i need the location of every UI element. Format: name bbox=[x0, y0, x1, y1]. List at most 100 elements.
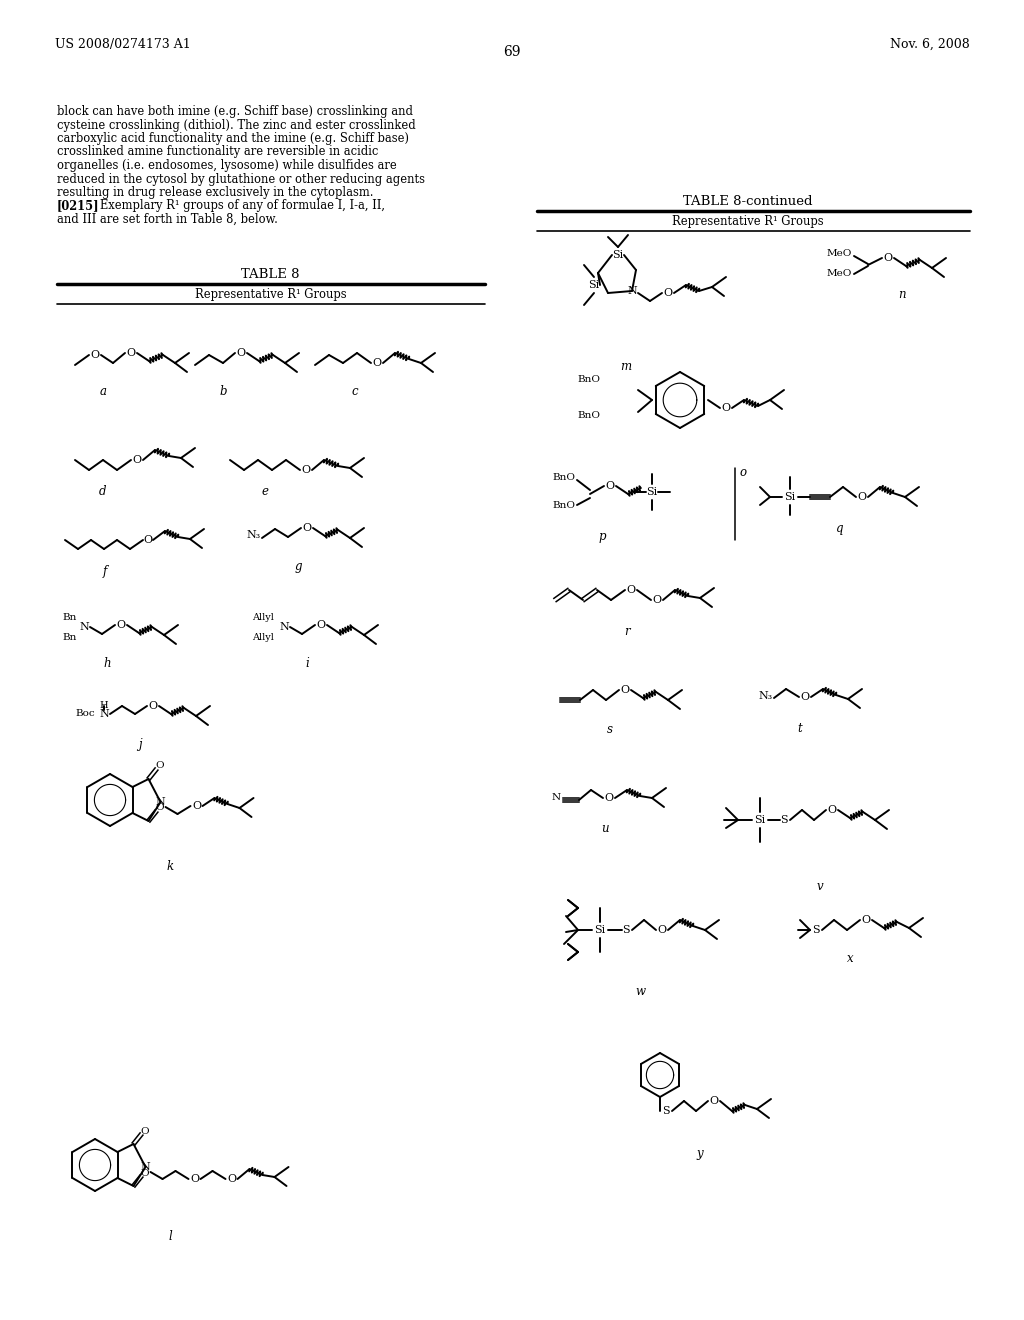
Text: TABLE 8-continued: TABLE 8-continued bbox=[683, 195, 813, 209]
Text: Si: Si bbox=[784, 492, 796, 502]
Text: O: O bbox=[861, 915, 870, 925]
Text: O: O bbox=[190, 1173, 199, 1184]
Text: O: O bbox=[827, 805, 837, 814]
Text: Bn: Bn bbox=[62, 612, 77, 622]
Text: Representative R¹ Groups: Representative R¹ Groups bbox=[196, 288, 347, 301]
Text: Allyl: Allyl bbox=[252, 634, 274, 643]
Text: m: m bbox=[620, 360, 631, 374]
Text: [0215]: [0215] bbox=[57, 199, 99, 213]
Text: j: j bbox=[138, 738, 141, 751]
Text: O: O bbox=[373, 358, 382, 368]
Text: O: O bbox=[657, 925, 667, 935]
Text: c: c bbox=[351, 385, 358, 399]
Text: b: b bbox=[219, 385, 226, 399]
Text: Nov. 6, 2008: Nov. 6, 2008 bbox=[890, 38, 970, 51]
Text: p: p bbox=[598, 531, 606, 543]
Text: O: O bbox=[710, 1096, 719, 1106]
Text: N: N bbox=[156, 797, 166, 807]
Text: o: o bbox=[740, 466, 748, 479]
Text: O: O bbox=[884, 253, 893, 263]
Text: Exemplary R¹ groups of any of formulae I, I-a, II,: Exemplary R¹ groups of any of formulae I… bbox=[89, 199, 385, 213]
Text: O: O bbox=[604, 793, 613, 803]
Text: O: O bbox=[621, 685, 630, 696]
Text: Bn: Bn bbox=[62, 634, 77, 643]
Text: Si: Si bbox=[646, 487, 657, 498]
Text: S: S bbox=[812, 925, 820, 935]
Text: block can have both imine (e.g. Schiff base) crosslinking and: block can have both imine (e.g. Schiff b… bbox=[57, 106, 413, 117]
Text: BnO: BnO bbox=[552, 474, 575, 483]
Text: O: O bbox=[140, 1126, 148, 1135]
Text: N: N bbox=[627, 286, 637, 296]
Text: carboxylic acid functionality and the imine (e.g. Schiff base): carboxylic acid functionality and the im… bbox=[57, 132, 409, 145]
Text: f: f bbox=[102, 565, 108, 578]
Text: S: S bbox=[623, 925, 630, 935]
Text: d: d bbox=[99, 484, 106, 498]
Text: N: N bbox=[552, 793, 561, 803]
Text: n: n bbox=[898, 288, 906, 301]
Text: N: N bbox=[99, 709, 109, 719]
Text: O: O bbox=[156, 762, 164, 771]
Text: Si: Si bbox=[589, 280, 600, 290]
Text: Si: Si bbox=[594, 925, 605, 935]
Text: MeO: MeO bbox=[826, 249, 852, 259]
Text: cysteine crosslinking (dithiol). The zinc and ester crosslinked: cysteine crosslinking (dithiol). The zin… bbox=[57, 119, 416, 132]
Text: O: O bbox=[652, 595, 662, 605]
Text: O: O bbox=[237, 348, 246, 358]
Text: r: r bbox=[625, 624, 630, 638]
Text: t: t bbox=[798, 722, 803, 735]
Text: Representative R¹ Groups: Representative R¹ Groups bbox=[672, 215, 824, 228]
Text: Boc: Boc bbox=[76, 710, 95, 718]
Text: y: y bbox=[696, 1147, 703, 1160]
Text: S: S bbox=[780, 814, 787, 825]
Text: O: O bbox=[117, 620, 126, 630]
Text: BnO: BnO bbox=[577, 411, 600, 420]
Text: N: N bbox=[140, 1162, 151, 1172]
Text: US 2008/0274173 A1: US 2008/0274173 A1 bbox=[55, 38, 190, 51]
Text: BnO: BnO bbox=[577, 375, 600, 384]
Text: resulting in drug release exclusively in the cytoplasm.: resulting in drug release exclusively in… bbox=[57, 186, 374, 199]
Text: O: O bbox=[227, 1173, 237, 1184]
Text: TABLE 8: TABLE 8 bbox=[241, 268, 299, 281]
Text: Si: Si bbox=[755, 814, 766, 825]
Text: g: g bbox=[294, 560, 302, 573]
Text: e: e bbox=[261, 484, 268, 498]
Text: O: O bbox=[722, 403, 730, 413]
Text: h: h bbox=[103, 657, 111, 671]
Text: O: O bbox=[143, 535, 153, 545]
Text: v: v bbox=[817, 880, 823, 894]
Text: O: O bbox=[857, 492, 866, 502]
Text: organelles (i.e. endosomes, lysosome) while disulfides are: organelles (i.e. endosomes, lysosome) wh… bbox=[57, 158, 396, 172]
Text: O: O bbox=[191, 801, 201, 810]
Text: O: O bbox=[605, 480, 614, 491]
Text: O: O bbox=[90, 350, 99, 360]
Text: S: S bbox=[663, 1106, 670, 1115]
Text: BnO: BnO bbox=[552, 500, 575, 510]
Text: reduced in the cytosol by glutathione or other reducing agents: reduced in the cytosol by glutathione or… bbox=[57, 173, 425, 186]
Text: O: O bbox=[801, 692, 810, 702]
Text: MeO: MeO bbox=[826, 269, 852, 279]
Text: Allyl: Allyl bbox=[252, 612, 274, 622]
Text: O: O bbox=[148, 701, 158, 711]
Text: N₃: N₃ bbox=[246, 531, 260, 540]
Text: i: i bbox=[305, 657, 309, 671]
Text: O: O bbox=[664, 288, 673, 298]
Text: u: u bbox=[601, 822, 609, 836]
Text: 69: 69 bbox=[503, 45, 521, 59]
Text: N₃: N₃ bbox=[758, 690, 772, 701]
Text: x: x bbox=[847, 952, 853, 965]
Text: O: O bbox=[627, 585, 636, 595]
Text: k: k bbox=[167, 861, 173, 873]
Text: O: O bbox=[301, 465, 310, 475]
Text: q: q bbox=[837, 521, 844, 535]
Text: O: O bbox=[316, 620, 326, 630]
Text: a: a bbox=[99, 385, 106, 399]
Text: and III are set forth in Table 8, below.: and III are set forth in Table 8, below. bbox=[57, 213, 278, 226]
Text: O: O bbox=[132, 455, 141, 465]
Text: O: O bbox=[302, 523, 311, 533]
Text: s: s bbox=[607, 723, 613, 737]
Text: w: w bbox=[635, 985, 645, 998]
Text: O: O bbox=[156, 804, 164, 813]
Text: O: O bbox=[140, 1168, 148, 1177]
Text: N: N bbox=[280, 622, 289, 632]
Text: Si: Si bbox=[612, 249, 624, 260]
